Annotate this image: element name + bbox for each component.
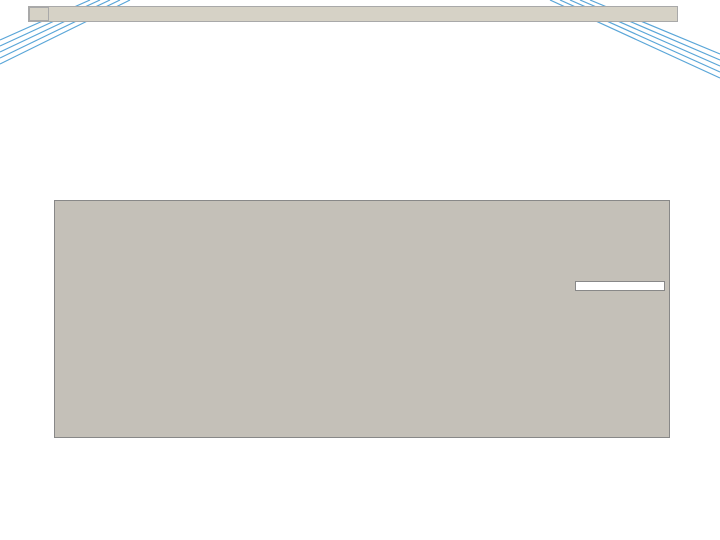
biorhythm-chart [54, 200, 670, 438]
chart-svg [99, 209, 569, 399]
column-headers [29, 7, 677, 21]
spreadsheet [28, 6, 678, 22]
chart-plot-area [99, 209, 569, 399]
select-all-corner[interactable] [29, 7, 49, 21]
chart-legend [575, 281, 665, 291]
